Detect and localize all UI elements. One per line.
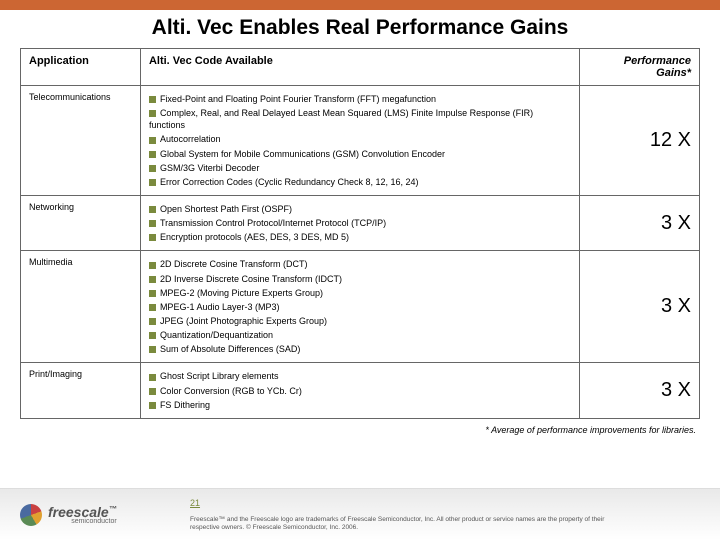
table-row: Multimedia2D Discrete Cosine Transform (…	[21, 251, 700, 363]
bullet-icon	[149, 332, 156, 339]
bullet-icon	[149, 402, 156, 409]
list-item: GSM/3G Viterbi Decoder	[149, 161, 571, 175]
list-item: Autocorrelation	[149, 132, 571, 146]
list-item: Quantization/Dequantization	[149, 328, 571, 342]
footer-bar: freescale™ semiconductor 21 Freescale™ a…	[0, 488, 720, 540]
logo-icon	[20, 504, 42, 526]
list-item-text: Open Shortest Path First (OSPF)	[160, 204, 292, 214]
list-item-text: Color Conversion (RGB to YCb. Cr)	[160, 386, 302, 396]
cell-code: 2D Discrete Cosine Transform (DCT) 2D Inv…	[140, 251, 579, 363]
list-item-text: Complex, Real, and Real Delayed Least Me…	[149, 108, 533, 130]
list-item-text: Encryption protocols (AES, DES, 3 DES, M…	[160, 232, 349, 242]
bullet-icon	[149, 290, 156, 297]
cell-application: Multimedia	[21, 251, 141, 363]
header-gains: Performance Gains*	[580, 49, 700, 86]
bullet-icon	[149, 318, 156, 325]
list-item: 2D Discrete Cosine Transform (DCT)	[149, 257, 571, 271]
cell-gain: 3 X	[580, 363, 700, 418]
header-code: Alti. Vec Code Available	[140, 49, 579, 86]
bullet-icon	[149, 276, 156, 283]
list-item: Sum of Absolute Differences (SAD)	[149, 342, 571, 356]
bullet-icon	[149, 262, 156, 269]
bullet-icon	[149, 234, 156, 241]
list-item: MPEG-1 Audio Layer-3 (MP3)	[149, 300, 571, 314]
performance-table: Application Alti. Vec Code Available Per…	[20, 48, 700, 419]
bullet-icon	[149, 346, 156, 353]
list-item-text: Transmission Control Protocol/Internet P…	[160, 218, 386, 228]
bullet-icon	[149, 179, 156, 186]
bullet-icon	[149, 96, 156, 103]
footnote: * Average of performance improvements fo…	[0, 419, 720, 435]
table-row: NetworkingOpen Shortest Path First (OSPF…	[21, 195, 700, 250]
bullet-icon	[149, 374, 156, 381]
list-item-text: Error Correction Codes (Cyclic Redundanc…	[160, 177, 419, 187]
list-item-text: Global System for Mobile Communications …	[160, 149, 445, 159]
list-item-text: Autocorrelation	[160, 134, 221, 144]
list-item: Global System for Mobile Communications …	[149, 147, 571, 161]
bullet-icon	[149, 165, 156, 172]
freescale-logo: freescale™ semiconductor	[20, 504, 117, 526]
list-item-text: JPEG (Joint Photographic Experts Group)	[160, 316, 327, 326]
list-item: Color Conversion (RGB to YCb. Cr)	[149, 384, 571, 398]
slide-title: Alti. Vec Enables Real Performance Gains	[0, 10, 720, 48]
cell-application: Networking	[21, 195, 141, 250]
cell-code: Open Shortest Path First (OSPF) Transmiss…	[140, 195, 579, 250]
list-item: 2D Inverse Discrete Cosine Transform (ID…	[149, 272, 571, 286]
list-item: FS Dithering	[149, 398, 571, 412]
table-row: Print/ImagingGhost Script Library elemen…	[21, 363, 700, 418]
list-item-text: FS Dithering	[160, 400, 210, 410]
cell-gain: 3 X	[580, 251, 700, 363]
list-item-text: Quantization/Dequantization	[160, 330, 273, 340]
list-item-text: Sum of Absolute Differences (SAD)	[160, 344, 300, 354]
header-application: Application	[21, 49, 141, 86]
bullet-icon	[149, 110, 156, 117]
list-item: Transmission Control Protocol/Internet P…	[149, 216, 571, 230]
accent-bar	[0, 0, 720, 10]
list-item-text: 2D Discrete Cosine Transform (DCT)	[160, 259, 308, 269]
list-item-text: Ghost Script Library elements	[160, 371, 279, 381]
list-item-text: Fixed-Point and Floating Point Fourier T…	[160, 94, 436, 104]
list-item-text: MPEG-2 (Moving Picture Experts Group)	[160, 288, 323, 298]
list-item-text: GSM/3G Viterbi Decoder	[160, 163, 259, 173]
cell-gain: 3 X	[580, 195, 700, 250]
bullet-icon	[149, 220, 156, 227]
bullet-icon	[149, 151, 156, 158]
list-item: Ghost Script Library elements	[149, 369, 571, 383]
list-item: Error Correction Codes (Cyclic Redundanc…	[149, 175, 571, 189]
cell-code: Fixed-Point and Floating Point Fourier T…	[140, 86, 579, 196]
cell-gain: 12 X	[580, 86, 700, 196]
list-item: MPEG-2 (Moving Picture Experts Group)	[149, 286, 571, 300]
bullet-icon	[149, 206, 156, 213]
list-item-text: 2D Inverse Discrete Cosine Transform (ID…	[160, 274, 342, 284]
bullet-icon	[149, 304, 156, 311]
page-number: 21	[190, 498, 200, 508]
table-row: Telecommunications Fixed-Point and Floati…	[21, 86, 700, 196]
bullet-icon	[149, 137, 156, 144]
list-item: Fixed-Point and Floating Point Fourier T…	[149, 92, 571, 106]
list-item: Encryption protocols (AES, DES, 3 DES, M…	[149, 230, 571, 244]
cell-application: Telecommunications	[21, 86, 141, 196]
list-item: Open Shortest Path First (OSPF)	[149, 202, 571, 216]
list-item: Complex, Real, and Real Delayed Least Me…	[149, 106, 571, 132]
cell-code: Ghost Script Library elements Color Conve…	[140, 363, 579, 418]
list-item-text: MPEG-1 Audio Layer-3 (MP3)	[160, 302, 280, 312]
cell-application: Print/Imaging	[21, 363, 141, 418]
bullet-icon	[149, 388, 156, 395]
list-item: JPEG (Joint Photographic Experts Group)	[149, 314, 571, 328]
legal-text: Freescale™ and the Freescale logo are tr…	[190, 516, 630, 532]
